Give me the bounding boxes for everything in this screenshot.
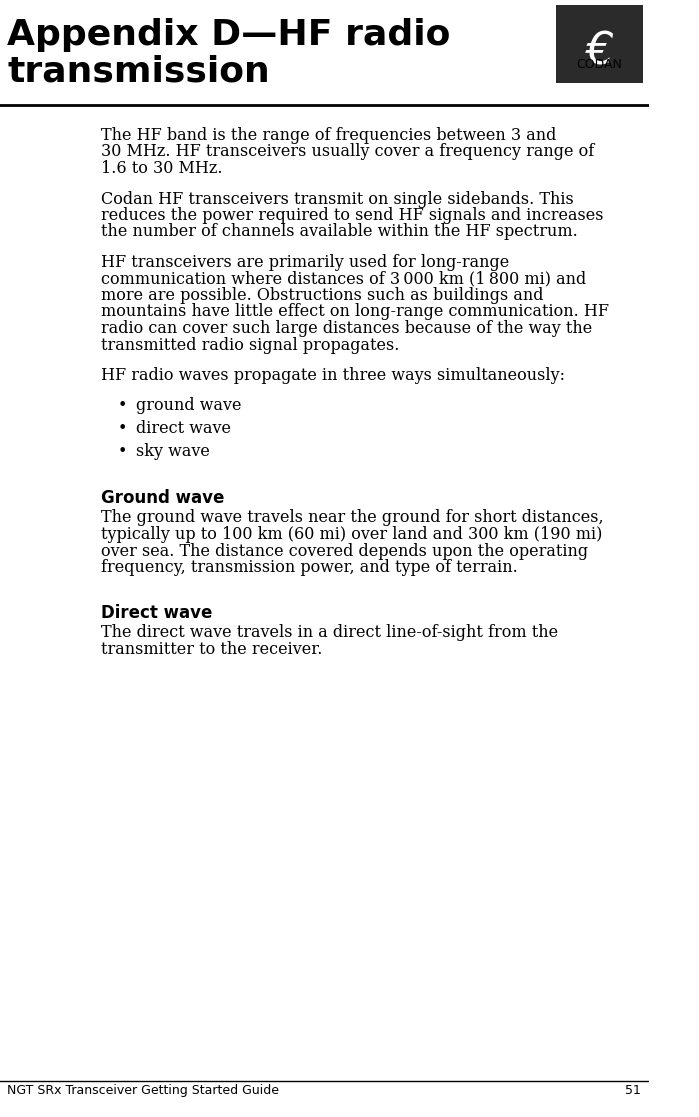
Text: frequency, transmission power, and type of terrain.: frequency, transmission power, and type … xyxy=(101,558,517,576)
Text: transmission: transmission xyxy=(8,54,271,88)
Text: the number of channels available within the HF spectrum.: the number of channels available within … xyxy=(101,223,577,240)
Text: Ground wave: Ground wave xyxy=(101,489,224,507)
Text: The ground wave travels near the ground for short distances,: The ground wave travels near the ground … xyxy=(101,509,603,526)
Text: •: • xyxy=(117,398,127,414)
Text: Codan HF transceivers transmit on single sidebands. This: Codan HF transceivers transmit on single… xyxy=(101,191,573,208)
Text: ground wave: ground wave xyxy=(136,398,241,414)
Text: 51: 51 xyxy=(626,1083,642,1097)
Text: NGT SRx Transceiver Getting Started Guide: NGT SRx Transceiver Getting Started Guid… xyxy=(8,1083,280,1097)
Text: 1.6 to 30 MHz.: 1.6 to 30 MHz. xyxy=(101,160,222,176)
Text: more are possible. Obstructions such as buildings and: more are possible. Obstructions such as … xyxy=(101,287,543,304)
Text: HF transceivers are primarily used for long-range: HF transceivers are primarily used for l… xyxy=(101,254,509,271)
Text: CODAN: CODAN xyxy=(577,58,623,71)
Text: mountains have little effect on long-range communication. HF: mountains have little effect on long-ran… xyxy=(101,304,609,321)
Bar xyxy=(556,4,643,83)
Text: reduces the power required to send HF signals and increases: reduces the power required to send HF si… xyxy=(101,207,603,225)
Text: radio can cover such large distances because of the way the: radio can cover such large distances bec… xyxy=(101,319,592,337)
Text: transmitter to the receiver.: transmitter to the receiver. xyxy=(101,640,322,658)
Text: •: • xyxy=(117,442,127,459)
Text: Direct wave: Direct wave xyxy=(101,603,212,621)
Text: HF radio waves propagate in three ways simultaneously:: HF radio waves propagate in three ways s… xyxy=(101,367,565,384)
Text: sky wave: sky wave xyxy=(136,442,210,459)
Text: Appendix D—HF radio: Appendix D—HF radio xyxy=(8,18,451,52)
Text: typically up to 100 km (60 mi) over land and 300 km (190 mi): typically up to 100 km (60 mi) over land… xyxy=(101,526,602,543)
Text: over sea. The distance covered depends upon the operating: over sea. The distance covered depends u… xyxy=(101,543,588,560)
Text: •: • xyxy=(117,420,127,437)
Text: 30 MHz. HF transceivers usually cover a frequency range of: 30 MHz. HF transceivers usually cover a … xyxy=(101,143,594,161)
Text: The HF band is the range of frequencies between 3 and: The HF band is the range of frequencies … xyxy=(101,127,556,144)
Text: The direct wave travels in a direct line-of-sight from the: The direct wave travels in a direct line… xyxy=(101,624,558,641)
Text: transmitted radio signal propagates.: transmitted radio signal propagates. xyxy=(101,336,399,353)
Text: communication where distances of 3 000 km (1 800 mi) and: communication where distances of 3 000 k… xyxy=(101,270,586,287)
Text: €: € xyxy=(585,30,614,74)
Text: direct wave: direct wave xyxy=(136,420,231,437)
